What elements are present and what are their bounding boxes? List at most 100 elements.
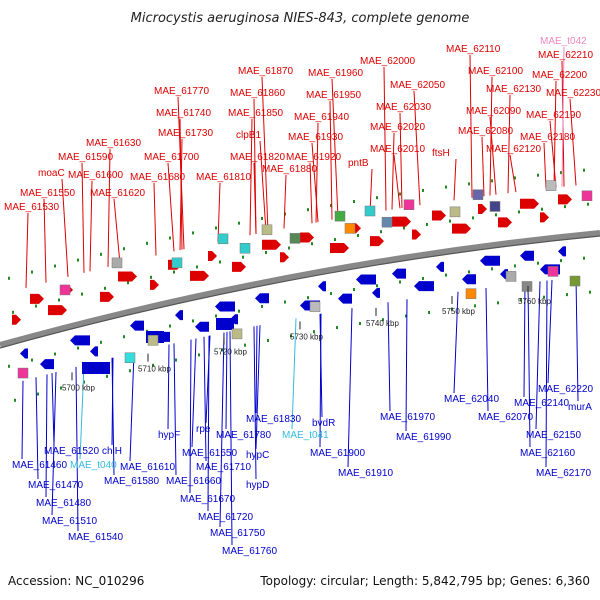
tick-mark <box>290 334 292 338</box>
gene-label: MAE_62050 <box>390 80 445 91</box>
tick-mark <box>497 301 499 305</box>
gene-label: MAE_61930 <box>288 132 343 143</box>
forward-gene-arrow <box>280 252 289 263</box>
gene-label: MAE_61680 <box>130 172 185 183</box>
tick-mark <box>376 284 378 288</box>
tick-mark <box>399 192 401 196</box>
kbp-tick-label: 5750 kbp <box>442 307 475 316</box>
label-connector <box>61 178 69 277</box>
tick-mark <box>307 296 309 300</box>
gene-label: MAE_61590 <box>58 152 113 163</box>
gene-label: MAE_61880 <box>262 164 317 175</box>
tick-mark <box>380 230 382 234</box>
gene-label: MAE_61990 <box>396 432 451 443</box>
feature-box <box>239 242 251 254</box>
reverse-gene-arrow <box>338 293 352 304</box>
gene-label: MAE_61900 <box>310 448 365 459</box>
label-connector <box>547 279 553 384</box>
tick-mark <box>215 314 217 318</box>
tick-mark <box>150 275 152 279</box>
tick-mark <box>261 305 263 309</box>
label-connector <box>331 78 339 219</box>
gene-label: MAE_62100 <box>468 66 523 77</box>
gene-label: MAE_62070 <box>478 412 533 423</box>
tick-mark <box>537 173 539 177</box>
gene-label: MAE_61710 <box>196 462 251 473</box>
gene-label: MAE_61820 <box>230 152 285 163</box>
kbp-tick-label: 5720 kbp <box>214 348 247 357</box>
tick-mark <box>428 310 430 314</box>
gene-label: MAE_62210 <box>538 50 593 61</box>
kbp-tick-label: 5730 kbp <box>290 332 323 341</box>
reverse-gene-block <box>216 318 234 330</box>
gene-label: MAE_61620 <box>90 188 145 199</box>
feature-box <box>505 271 517 282</box>
feature-box <box>59 284 71 296</box>
forward-gene-arrow <box>262 239 281 250</box>
tick-mark <box>405 314 407 318</box>
tick-mark <box>451 307 453 311</box>
label-connector <box>51 373 55 446</box>
gene-label: MAE_61950 <box>306 90 361 101</box>
gene-label: hypF <box>158 430 180 441</box>
label-connector <box>329 100 333 220</box>
gene-label: MAE_62190 <box>526 110 581 121</box>
tick-mark <box>284 300 286 304</box>
reverse-gene-arrow <box>436 261 444 272</box>
gene-label: MAE_61600 <box>68 170 123 181</box>
gene-label: pntB <box>348 158 369 169</box>
forward-gene-arrow <box>300 232 314 243</box>
tick-mark <box>288 246 290 250</box>
gene-label: MAE_62140 <box>514 398 569 409</box>
tick-mark <box>35 304 37 308</box>
gene-label: hypD <box>246 480 269 491</box>
tick-mark <box>330 292 332 296</box>
tick-mark <box>31 358 33 362</box>
gene-label: MAE_61910 <box>338 468 393 479</box>
tick-mark <box>192 231 194 235</box>
label-connector <box>283 174 287 229</box>
tick-mark <box>587 202 589 206</box>
tick-mark <box>127 281 129 285</box>
tick-mark <box>173 270 175 274</box>
tick-mark <box>244 343 246 347</box>
tick-mark <box>261 217 263 221</box>
label-line-layer <box>21 46 579 546</box>
label-connector <box>253 98 257 235</box>
kbp-tick-label: 5740 kbp <box>366 319 399 328</box>
reverse-gene-arrow <box>462 274 476 285</box>
gene-label: MAE_62220 <box>538 384 593 395</box>
label-connector <box>255 325 258 414</box>
label-connector <box>177 96 185 250</box>
trna-label: MAE_t041 <box>282 430 329 441</box>
feature-box <box>381 216 393 228</box>
tick-mark <box>376 196 378 200</box>
feature-box <box>344 223 356 234</box>
gene-label: MAE_62120 <box>486 144 541 155</box>
reverse-gene-arrow <box>195 321 209 332</box>
gene-label: MAE_61580 <box>104 476 159 487</box>
gene-label: bvdR <box>312 418 335 429</box>
tick-mark <box>445 273 447 277</box>
tick-mark <box>449 219 451 223</box>
gene-label: MAE_62200 <box>532 70 587 81</box>
tick-mark <box>54 352 56 356</box>
gene-label: MAE_61520 <box>44 446 99 457</box>
tick-mark <box>382 318 384 322</box>
label-connector <box>207 335 210 512</box>
tick-mark <box>537 261 539 265</box>
tick-mark <box>8 276 10 280</box>
label-connector <box>469 54 473 198</box>
label-connector <box>575 277 579 402</box>
reverse-gene-arrow <box>356 274 376 285</box>
tick-mark <box>468 270 470 274</box>
label-connector <box>387 302 391 412</box>
tick-mark <box>215 226 217 230</box>
tick-mark <box>58 298 60 302</box>
label-connector <box>129 352 135 462</box>
forward-gene-arrow <box>558 194 572 205</box>
gene-label: MAE_61480 <box>36 498 91 509</box>
reverse-gene-arrow <box>20 348 28 359</box>
gene-label: hypC <box>246 450 269 461</box>
forward-gene-arrow <box>30 293 44 304</box>
